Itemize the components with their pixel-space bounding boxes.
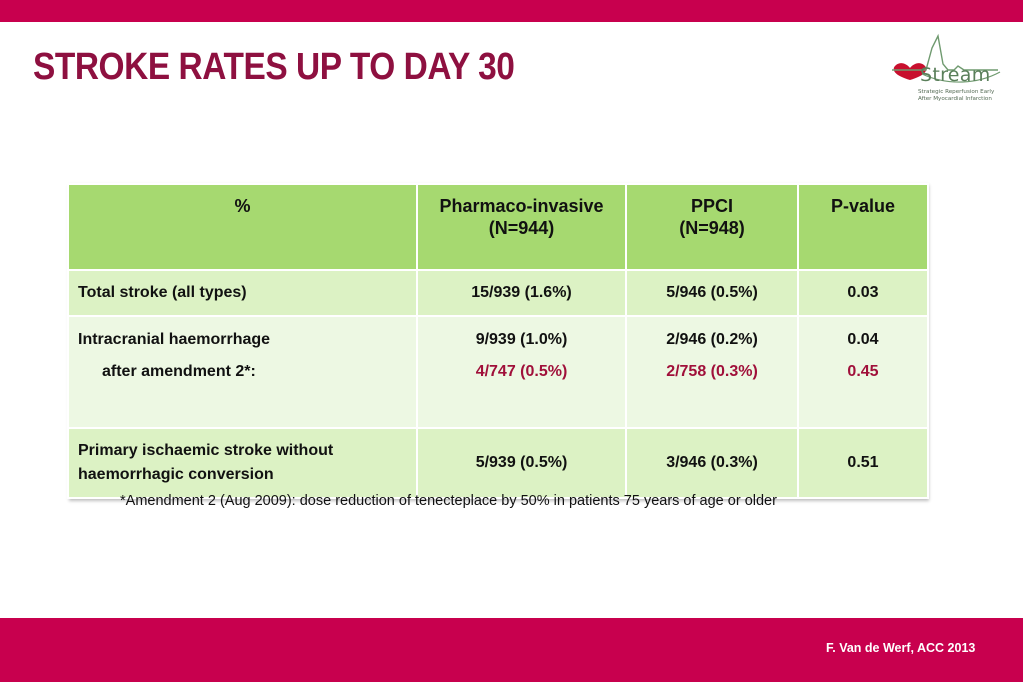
header-ppci-n: (N=948) bbox=[679, 218, 745, 238]
cell-pharmaco-ich: 9/939 (1.0%) 4/747 (0.5%) bbox=[416, 315, 627, 429]
cell-p-ischaemic: 0.51 bbox=[797, 427, 929, 499]
row-label-ischaemic: Primary ischaemic stroke without haemorr… bbox=[67, 427, 418, 499]
cell-p-total: 0.03 bbox=[797, 269, 929, 317]
header-p-value: P-value bbox=[797, 183, 929, 271]
header-ppci: PPCI (N=948) bbox=[625, 183, 799, 271]
ischaemic-label-line1: Primary ischaemic stroke without bbox=[78, 442, 334, 459]
heart-ecg-icon bbox=[892, 33, 1001, 83]
row-label-ich: Intracranial haemorrhage after amendment… bbox=[67, 315, 418, 429]
bottom-accent-bar bbox=[0, 618, 1023, 682]
cell-pharmaco-total: 15/939 (1.6%) bbox=[416, 269, 627, 317]
header-pharmaco-label: Pharmaco-invasive bbox=[439, 196, 604, 216]
header-pharmaco-n: (N=944) bbox=[488, 218, 555, 238]
table-row: Intracranial haemorrhage after amendment… bbox=[67, 315, 929, 429]
ich-ppci: 2/946 (0.2%) bbox=[666, 331, 758, 348]
row-label-total-stroke: Total stroke (all types) bbox=[67, 269, 418, 317]
table-row: Primary ischaemic stroke without haemorr… bbox=[67, 427, 929, 499]
slide-title: STROKE RATES UP TO DAY 30 bbox=[33, 46, 515, 88]
cell-ppci-ischaemic: 3/946 (0.3%) bbox=[625, 427, 799, 499]
header-percent: % bbox=[67, 183, 418, 271]
logo-wordmark: Stream bbox=[920, 64, 991, 86]
ich-sub-p: 0.45 bbox=[847, 363, 879, 380]
cell-pharmaco-ischaemic: 5/939 (0.5%) bbox=[416, 427, 627, 499]
amendment-footnote: *Amendment 2 (Aug 2009): dose reduction … bbox=[120, 493, 777, 509]
ich-sub-ppci: 2/758 (0.3%) bbox=[666, 363, 758, 380]
ich-label: Intracranial haemorrhage bbox=[78, 331, 271, 348]
ich-sub-pharmaco: 4/747 (0.5%) bbox=[475, 363, 568, 380]
logo-tagline-line2: After Myocardial Infarction bbox=[918, 96, 992, 102]
source-credit: F. Van de Werf, ACC 2013 bbox=[826, 641, 976, 655]
logo-tagline: Strategic Reperfusion Early After Myocar… bbox=[918, 89, 1014, 103]
ich-p: 0.04 bbox=[847, 331, 879, 348]
cell-ppci-total: 5/946 (0.5%) bbox=[625, 269, 799, 317]
logo-tagline-line1: Strategic Reperfusion Early bbox=[918, 89, 995, 95]
stroke-rates-table: % Pharmaco-invasive (N=944) PPCI (N=948)… bbox=[67, 183, 929, 499]
top-accent-bar bbox=[0, 0, 1023, 22]
ischaemic-label-line2: haemorrhagic conversion bbox=[78, 466, 274, 483]
ich-sub-label: after amendment 2*: bbox=[102, 363, 256, 380]
table-row: Total stroke (all types) 15/939 (1.6%) 5… bbox=[67, 269, 929, 317]
stream-logo: Stream Strategic Reperfusion Early After… bbox=[888, 30, 1012, 105]
header-pharmaco-invasive: Pharmaco-invasive (N=944) bbox=[416, 183, 627, 271]
cell-p-ich: 0.04 0.45 bbox=[797, 315, 929, 429]
cell-ppci-ich: 2/946 (0.2%) 2/758 (0.3%) bbox=[625, 315, 799, 429]
table-header-row: % Pharmaco-invasive (N=944) PPCI (N=948)… bbox=[67, 183, 929, 271]
ich-pharmaco: 9/939 (1.0%) bbox=[475, 331, 568, 348]
header-ppci-label: PPCI bbox=[690, 196, 733, 216]
